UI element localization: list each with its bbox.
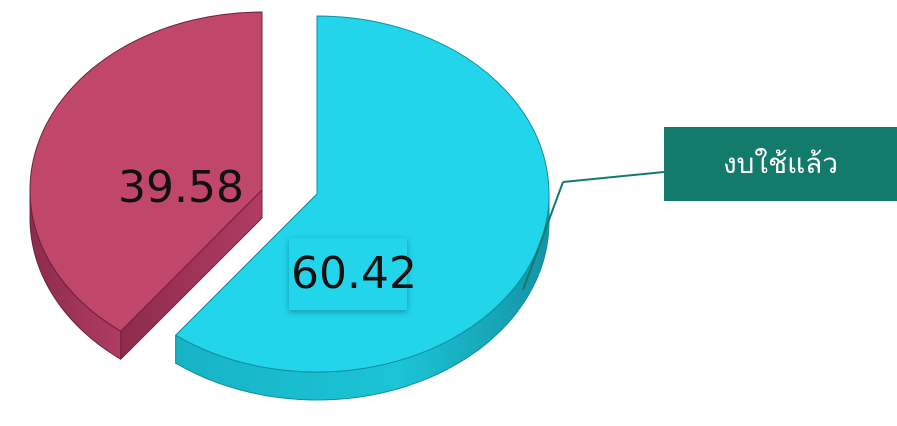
data-label-used: 60.42 [291,248,417,299]
callout-leader-line [562,171,665,183]
data-label-box-used [289,238,407,310]
callout-label: งบใช้แล้ว [722,147,839,180]
callout-leader-line-inner [522,181,564,291]
data-label-remaining: 39.58 [118,162,244,213]
slice-remaining [29,11,263,360]
slice-remaining-top [29,11,263,332]
callout-box [664,127,897,201]
